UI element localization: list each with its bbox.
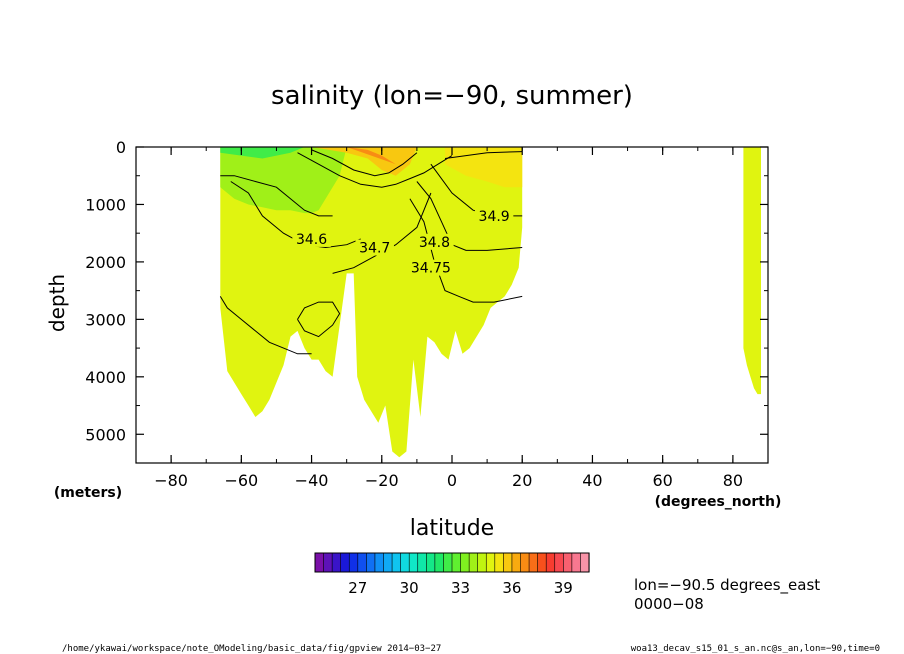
y-tick-label: 2000 xyxy=(85,253,126,272)
y-axis-label: depth xyxy=(45,274,69,332)
x-axis: −80 −60 −40 −20 0 20 40 60 80 xyxy=(135,147,769,490)
contour-label-bg xyxy=(474,207,514,224)
colorbar-swatch xyxy=(348,552,359,573)
salinity-region-arctic-shelf xyxy=(743,147,761,395)
y-tick-label: 5000 xyxy=(85,425,126,444)
y-tick-label: 0 xyxy=(116,138,126,157)
y-tick-label: 4000 xyxy=(85,368,126,387)
colorbar-swatch xyxy=(434,552,445,573)
colorbar-tick-label: 30 xyxy=(400,579,419,597)
x-tick-label: 40 xyxy=(582,471,602,490)
contour-label: 34.6 xyxy=(296,232,327,248)
colorbar-swatch xyxy=(528,552,539,573)
x-tick-label: −80 xyxy=(154,471,188,490)
colorbar-swatch xyxy=(383,552,393,573)
contour-label: 34.9 xyxy=(479,209,510,225)
contour-line-10 xyxy=(444,151,523,159)
colorbar-tick-label: 33 xyxy=(451,579,470,597)
colorbar-swatch xyxy=(400,552,410,573)
contour-label-bg xyxy=(415,233,454,250)
colorbar-swatch xyxy=(537,552,547,573)
contour-label-bg xyxy=(407,259,455,276)
x-axis-label: latitude xyxy=(410,516,494,541)
colorbar-swatch xyxy=(494,552,504,573)
colorbar-swatch xyxy=(571,552,582,573)
colorbar-swatch xyxy=(366,552,376,573)
colorbar-swatch xyxy=(374,552,385,573)
colorbar-tick-label: 36 xyxy=(502,579,521,597)
plot-area: 34.6 34.7 34.75 34.8 34.9 −80 −60 −40 −20 0 20 40 6… xyxy=(85,138,769,490)
salinity-fill-layer xyxy=(220,147,761,458)
colorbar-swatch xyxy=(468,552,479,573)
x-tick-label: 0 xyxy=(447,471,457,490)
contour-label: 34.8 xyxy=(419,235,450,251)
x-tick-label: 60 xyxy=(652,471,672,490)
salinity-region-north-surface xyxy=(445,147,523,188)
y-axis: 0 1000 2000 3000 4000 5000 xyxy=(85,138,768,464)
colorbar-swatch xyxy=(477,552,487,573)
colorbar-tick-label: 39 xyxy=(554,579,573,597)
x-tick-label: −60 xyxy=(224,471,258,490)
x-tick-label: 20 xyxy=(512,471,532,490)
contour-line-5 xyxy=(219,296,312,355)
salinity-region-subtropical-core xyxy=(346,147,396,165)
colorbar-swatch xyxy=(580,552,590,573)
contour-line-7 xyxy=(220,175,333,217)
colorbar-frame xyxy=(314,552,590,573)
contour-label: 34.75 xyxy=(411,261,451,277)
colorbar-swatch xyxy=(554,552,564,573)
colorbar-swatch xyxy=(417,552,427,573)
colorbar-swatch xyxy=(503,552,513,573)
x-tick-label: −40 xyxy=(295,471,329,490)
contour-label: 34.7 xyxy=(359,241,390,257)
time-annotation: 0000−08 xyxy=(634,595,704,613)
colorbar-swatch xyxy=(331,552,342,573)
contour-layer: 34.6 34.7 34.75 34.8 34.9 xyxy=(219,149,523,355)
colorbar-swatch xyxy=(451,552,462,573)
colorbar-swatch xyxy=(391,552,402,573)
salinity-region-subtropical-high xyxy=(311,147,417,176)
y-tick-label: 3000 xyxy=(85,310,126,329)
chart-title: salinity (lon=−90, summer) xyxy=(271,81,633,111)
y-axis-units: (meters) xyxy=(54,485,122,501)
colorbar-swatch xyxy=(520,552,530,573)
contour-line-6 xyxy=(297,301,341,338)
contour-label-bg xyxy=(355,239,394,256)
colorbar-swatch xyxy=(357,552,367,573)
colorbar-swatch xyxy=(443,552,453,573)
colorbar: 27 30 33 36 39 xyxy=(314,552,590,597)
colorbar-swatch xyxy=(323,552,333,573)
salinity-region-deep-water xyxy=(220,147,523,458)
colorbar-swatch xyxy=(485,552,496,573)
footer-path: /home/ykawai/workspace/note_OModeling/ba… xyxy=(62,644,441,654)
contour-line-9 xyxy=(311,149,418,177)
colorbar-swatch xyxy=(460,552,470,573)
contour-label-bg xyxy=(292,230,331,247)
longitude-annotation: lon=−90.5 degrees_east xyxy=(634,576,820,595)
colorbar-swatch xyxy=(563,552,573,573)
colorbar-swatch xyxy=(426,552,436,573)
x-tick-label: −20 xyxy=(365,471,399,490)
x-axis-units: (degrees_north) xyxy=(655,494,782,510)
colorbar-swatch xyxy=(340,552,350,573)
salinity-region-surface-fresh-band xyxy=(220,147,347,214)
colorbar-swatch xyxy=(314,552,325,573)
colorbar-swatch xyxy=(511,552,522,573)
footer-source: woa13_decav_s15_01_s_an.nc@s_an,lon=−90,… xyxy=(631,644,880,654)
x-tick-label: 80 xyxy=(723,471,743,490)
colorbar-swatch xyxy=(408,552,419,573)
contour-line-2 xyxy=(409,198,523,303)
colorbar-tick-label: 27 xyxy=(348,579,367,597)
contour-line-8 xyxy=(297,152,453,188)
y-tick-label: 1000 xyxy=(85,195,126,214)
colorbar-swatch xyxy=(545,552,556,573)
